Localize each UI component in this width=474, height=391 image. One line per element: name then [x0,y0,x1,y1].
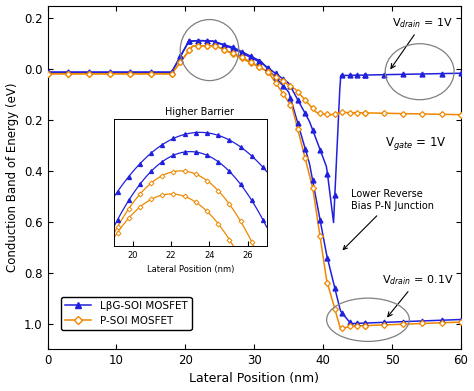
Legend: LβG-SOI MOSFET, P-SOI MOSFET: LβG-SOI MOSFET, P-SOI MOSFET [61,296,191,330]
Y-axis label: Conduction Band of Energy (eV): Conduction Band of Energy (eV) [6,83,18,272]
X-axis label: Lateral Position (nm): Lateral Position (nm) [189,373,319,386]
Text: Higher Barrier: Higher Barrier [165,107,234,136]
Text: V$_{gate}$ = 1V: V$_{gate}$ = 1V [385,135,447,152]
Text: Lower Reverse
Bias P-N Junction: Lower Reverse Bias P-N Junction [343,190,434,249]
Text: V$_{drain}$ = 0.1V: V$_{drain}$ = 0.1V [382,273,454,317]
Text: V$_{drain}$ = 1V: V$_{drain}$ = 1V [391,16,453,68]
